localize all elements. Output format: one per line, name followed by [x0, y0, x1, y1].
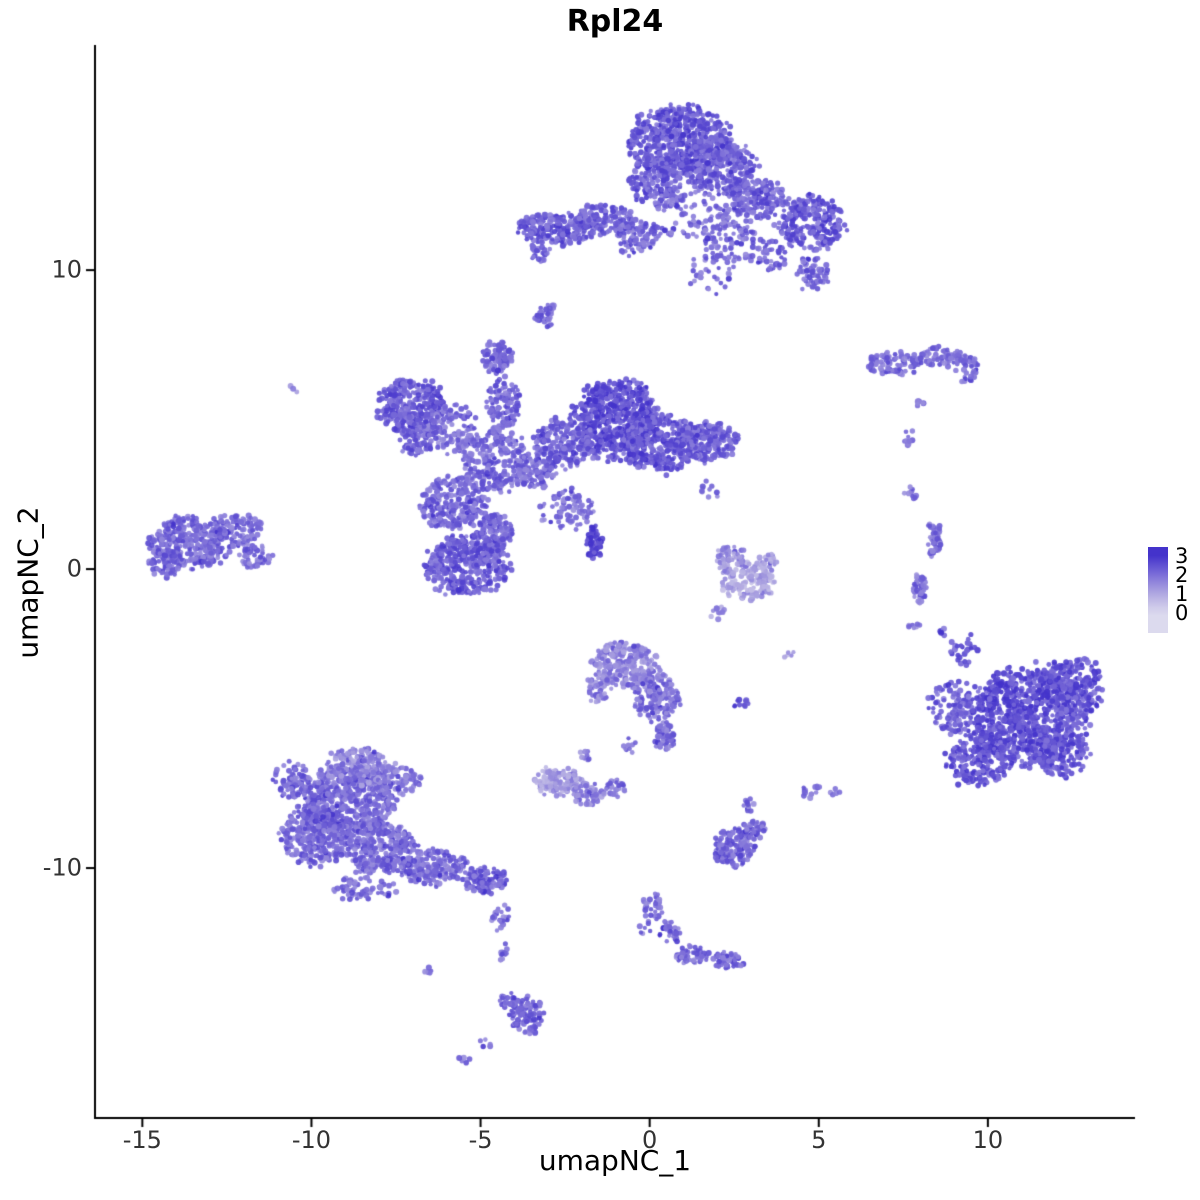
x-tick-label: 10	[972, 1126, 1004, 1154]
legend-tick-label: 1	[1175, 582, 1189, 606]
legend-tick-label: 2	[1175, 563, 1189, 587]
legend-tick-label: 3	[1175, 544, 1189, 568]
plot-title: Rpl24	[566, 4, 664, 39]
x-axis-label: umapNC_1	[538, 1144, 692, 1177]
legend-tick-label: 0	[1175, 601, 1189, 625]
x-tick-label: -10	[291, 1126, 332, 1154]
legend-gradient-bar	[1148, 547, 1168, 633]
y-tick-label: -10	[42, 853, 82, 882]
x-tick-label: -15	[122, 1126, 162, 1154]
x-tick-label: -5	[468, 1126, 493, 1154]
x-tick-label: 5	[811, 1126, 827, 1154]
y-tick-label: 0	[66, 554, 82, 583]
y-tick-label: 10	[51, 255, 82, 284]
x-tick-label: 0	[642, 1126, 658, 1154]
